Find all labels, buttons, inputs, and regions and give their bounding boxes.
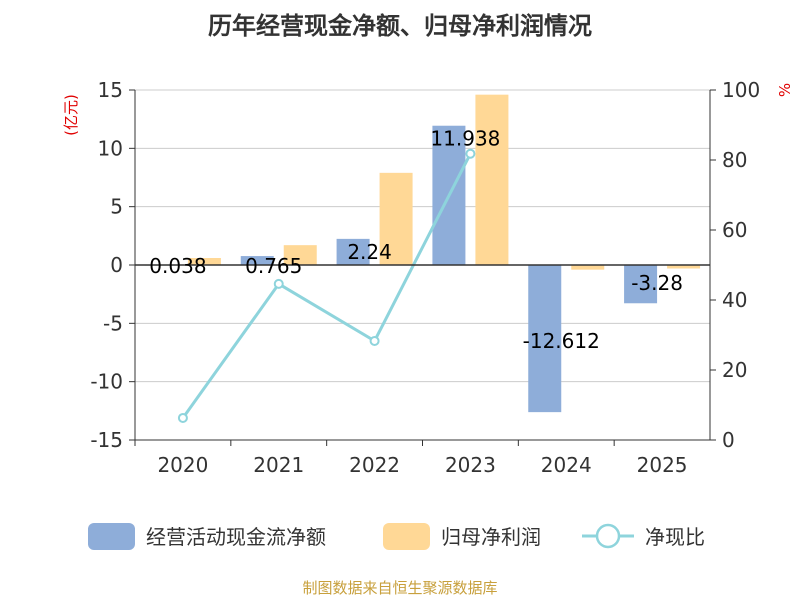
chart-title: 历年经营现金净额、归母净利润情况 — [208, 12, 592, 40]
legend-label: 归母净利润 — [441, 525, 541, 549]
right-tick-label: 40 — [722, 288, 747, 312]
line-path — [181, 153, 472, 419]
legend: 经营活动现金流净额 归母净利润 净现比 — [88, 523, 705, 550]
bars — [144, 94, 701, 413]
bar — [379, 172, 413, 265]
x-tick-label: 2024 — [541, 453, 592, 477]
source-note: 制图数据来自恒生聚源数据库 — [302, 579, 497, 597]
bar — [624, 265, 658, 304]
legend-label: 经营活动现金流净额 — [146, 525, 326, 549]
left-tick-label: 5 — [110, 195, 123, 219]
line-series — [177, 148, 476, 423]
line-point — [465, 148, 476, 159]
x-tick-label: 2022 — [349, 453, 400, 477]
data-label: 2.24 — [347, 240, 392, 264]
line-point — [177, 412, 188, 423]
legend-swatch — [383, 523, 430, 550]
bar — [571, 265, 605, 270]
left-tick-label: -15 — [90, 428, 123, 452]
left-tick-label: -10 — [90, 370, 123, 394]
x-tick-label: 2023 — [445, 453, 496, 477]
left-tick-label: 15 — [98, 78, 123, 102]
data-label: 11.938 — [430, 127, 500, 151]
data-labels: 0.038 0.765 2.24 11.938 -12.612 -3.28 — [149, 127, 683, 353]
left-tick-label: 10 — [98, 136, 123, 160]
legend-marker — [595, 523, 621, 549]
left-axis-unit: (亿元) — [62, 94, 80, 136]
right-tick-label: 0 — [722, 428, 735, 452]
left-tick-label: -5 — [103, 311, 123, 335]
data-label: 0.038 — [149, 254, 206, 278]
axes: 15 10 5 0 -5 -10 -15 100 80 60 40 20 0 2020 2021 2022 20… — [62, 78, 794, 477]
right-tick-label: 80 — [722, 148, 747, 172]
right-tick-label: 60 — [722, 218, 747, 242]
legend-label: 净现比 — [645, 525, 705, 549]
line-point — [369, 335, 380, 346]
bar — [283, 245, 317, 265]
right-axis-unit: % — [776, 83, 794, 97]
x-tick-label: 2025 — [637, 453, 688, 477]
bar — [336, 238, 370, 265]
bar — [240, 256, 274, 265]
left-tick-label: 0 — [110, 253, 123, 277]
legend-swatch — [88, 523, 135, 550]
bar — [528, 265, 562, 413]
line-point — [273, 278, 284, 289]
bar — [187, 258, 221, 265]
x-tick-label: 2021 — [253, 453, 304, 477]
bar — [475, 94, 509, 266]
x-tick-label: 2020 — [157, 453, 208, 477]
right-tick-label: 20 — [722, 358, 747, 382]
data-label: 0.765 — [245, 254, 302, 278]
bar — [667, 265, 701, 269]
data-label: -12.612 — [523, 329, 600, 353]
data-label: -3.28 — [631, 271, 683, 295]
right-tick-label: 100 — [722, 78, 760, 102]
